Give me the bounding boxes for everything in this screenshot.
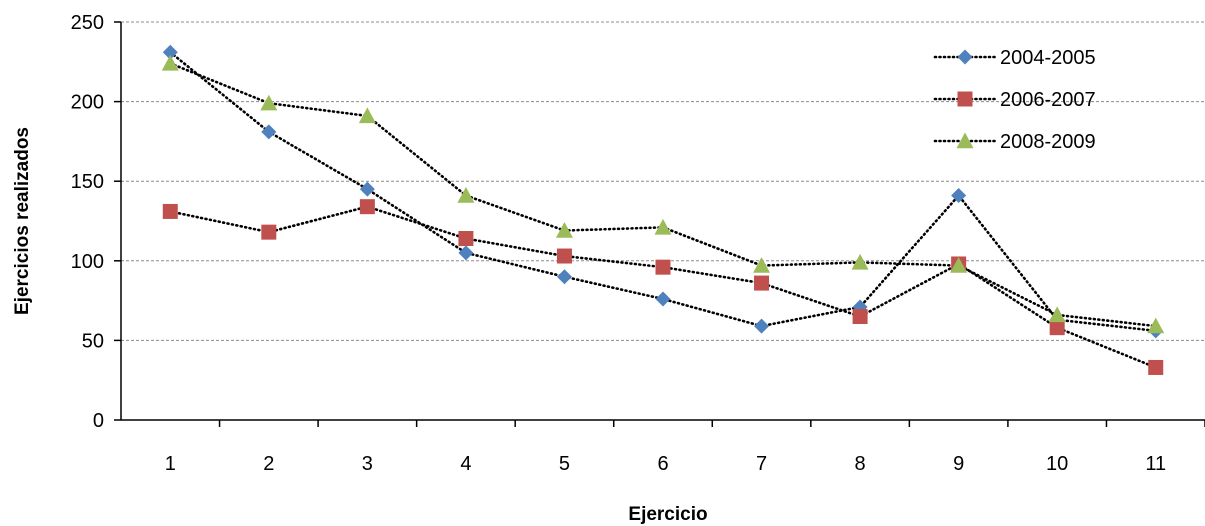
legend-marker-diamond (957, 49, 973, 65)
data-point-square (162, 203, 178, 219)
data-point-square (852, 309, 868, 325)
data-point-triangle (753, 257, 771, 273)
series-markers-2006-2007 (162, 199, 1164, 375)
data-point-triangle (161, 54, 179, 71)
data-point-square (458, 231, 474, 247)
data-point-square (1148, 359, 1164, 375)
data-point-diamond (261, 124, 277, 140)
data-point-diamond (655, 291, 671, 307)
x-axis-title: Ejercicio (628, 504, 707, 525)
x-tick-label: 11 (1145, 453, 1166, 475)
y-tick-label: 250 (71, 12, 104, 34)
data-point-square (1049, 320, 1065, 336)
x-tick-label: 5 (559, 453, 570, 475)
y-tick-label: 0 (93, 410, 104, 432)
series-2004-2005 (168, 50, 1158, 333)
data-point-diamond (458, 245, 474, 261)
x-tick-label: 6 (657, 453, 668, 475)
legend-entry: 2006-2007 (933, 89, 1096, 111)
axes: 0 50 100 150 200 250 1 2 3 4 5 6 7 8 9 10 11 (71, 12, 1205, 475)
legend-marker-square (957, 91, 973, 107)
series-line (168, 50, 1158, 333)
data-point-triangle (1048, 306, 1066, 323)
y-tick-label: 200 (71, 92, 104, 114)
data-point-triangle (457, 187, 475, 203)
data-point-diamond (162, 44, 178, 60)
series-markers-2008-2009 (161, 54, 1165, 334)
legend: 2004-2005 2006-2007 2008-2009 (933, 47, 1096, 153)
y-axis-title: Ejercicios realizados (12, 127, 33, 315)
y-tick-label: 100 (71, 251, 104, 273)
data-point-square (359, 199, 375, 215)
data-point-square (556, 248, 572, 264)
legend-entry: 2008-2009 (933, 131, 1096, 153)
data-point-triangle (851, 253, 869, 270)
x-tick-label: 1 (165, 453, 176, 475)
legend-label: 2004-2005 (1000, 47, 1096, 69)
y-tick-label: 50 (82, 330, 104, 352)
x-tick-label: 7 (756, 453, 767, 475)
legend-label: 2008-2009 (1000, 131, 1096, 153)
legend-label: 2006-2007 (1000, 89, 1096, 111)
data-point-triangle (654, 218, 672, 235)
x-tick-label: 9 (953, 453, 964, 475)
data-point-triangle (555, 222, 573, 238)
x-tick-label: 10 (1046, 453, 1068, 475)
x-tick-label: 2 (263, 453, 274, 475)
legend-marker-triangle (956, 132, 974, 149)
x-tick-label: 8 (855, 453, 866, 475)
data-point-diamond (754, 318, 770, 334)
x-tick-label: 3 (362, 453, 373, 475)
data-point-triangle (1147, 317, 1165, 334)
data-point-square (754, 275, 770, 291)
data-point-diamond (951, 188, 967, 204)
y-tick-label: 150 (71, 171, 104, 193)
x-tick-label: 4 (460, 453, 471, 475)
data-point-square (261, 224, 277, 240)
data-point-diamond (556, 269, 572, 285)
series-lines (161, 44, 1165, 375)
data-point-square (655, 259, 671, 275)
legend-entry: 2004-2005 (933, 47, 1096, 69)
data-point-triangle (950, 257, 968, 273)
data-point-triangle (260, 94, 278, 111)
data-point-triangle (358, 107, 376, 124)
data-point-diamond (359, 181, 375, 197)
